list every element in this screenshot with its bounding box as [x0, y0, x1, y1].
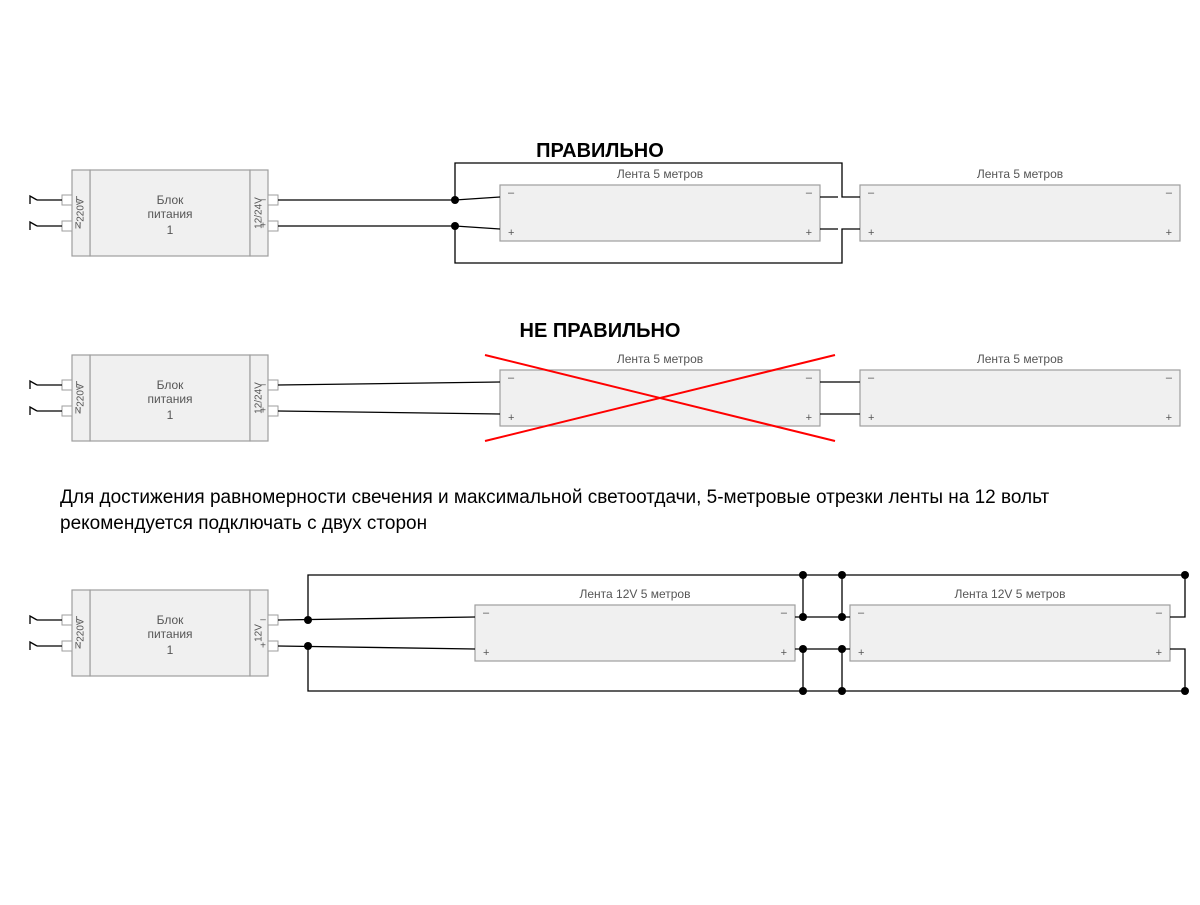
svg-text:~220V: ~220V	[76, 198, 87, 228]
svg-text:–: –	[1166, 187, 1173, 199]
svg-text:Блок: Блок	[157, 613, 185, 627]
body-text: Для достижения равномерности свечения и …	[60, 485, 1140, 536]
svg-text:–: –	[781, 607, 788, 619]
diagram-stage: LN–+~220V12/24VБлокпитания1Лента 5 метро…	[0, 0, 1200, 900]
svg-text:1: 1	[167, 223, 174, 237]
title-incorrect: НЕ ПРАВИЛЬНО	[0, 320, 1200, 343]
svg-text:+: +	[806, 227, 812, 239]
svg-text:+: +	[868, 412, 874, 424]
svg-text:1: 1	[167, 643, 174, 657]
svg-text:–: –	[508, 372, 515, 384]
svg-text:Лента 12V 5 метров: Лента 12V 5 метров	[955, 587, 1066, 601]
svg-text:+: +	[1166, 412, 1172, 424]
svg-text:–: –	[806, 187, 813, 199]
svg-text:Лента 5 метров: Лента 5 метров	[977, 352, 1063, 366]
diagram-svg: LN–+~220V12/24VБлокпитания1Лента 5 метро…	[0, 0, 1200, 900]
svg-text:–: –	[483, 607, 490, 619]
svg-text:–: –	[868, 187, 875, 199]
svg-text:питания: питания	[147, 627, 192, 641]
svg-text:12/24V: 12/24V	[254, 382, 265, 414]
svg-text:питания: питания	[147, 392, 192, 406]
svg-text:Лента 12V 5 метров: Лента 12V 5 метров	[580, 587, 691, 601]
svg-text:–: –	[858, 607, 865, 619]
svg-text:Лента 5 метров: Лента 5 метров	[617, 167, 703, 181]
svg-text:12/24V: 12/24V	[254, 197, 265, 229]
svg-text:12V: 12V	[254, 624, 265, 642]
svg-text:Блок: Блок	[157, 193, 185, 207]
svg-text:–: –	[1166, 372, 1173, 384]
svg-text:Блок: Блок	[157, 378, 185, 392]
svg-text:+: +	[868, 227, 874, 239]
svg-text:~220V: ~220V	[76, 383, 87, 413]
svg-text:–: –	[868, 372, 875, 384]
svg-text:+: +	[508, 227, 514, 239]
svg-text:+: +	[858, 647, 864, 659]
svg-text:+: +	[1166, 227, 1172, 239]
svg-text:1: 1	[167, 408, 174, 422]
svg-text:–: –	[508, 187, 515, 199]
svg-text:–: –	[1156, 607, 1163, 619]
svg-text:+: +	[1156, 647, 1162, 659]
svg-text:+: +	[806, 412, 812, 424]
svg-text:Лента 5 метров: Лента 5 метров	[617, 352, 703, 366]
svg-text:питания: питания	[147, 207, 192, 221]
svg-text:–: –	[806, 372, 813, 384]
svg-text:+: +	[483, 647, 489, 659]
svg-text:Лента 5 метров: Лента 5 метров	[977, 167, 1063, 181]
svg-text:+: +	[508, 412, 514, 424]
svg-text:~220V: ~220V	[76, 618, 87, 648]
svg-text:+: +	[781, 647, 787, 659]
svg-text:–: –	[260, 615, 266, 626]
title-correct: ПРАВИЛЬНО	[0, 140, 1200, 163]
